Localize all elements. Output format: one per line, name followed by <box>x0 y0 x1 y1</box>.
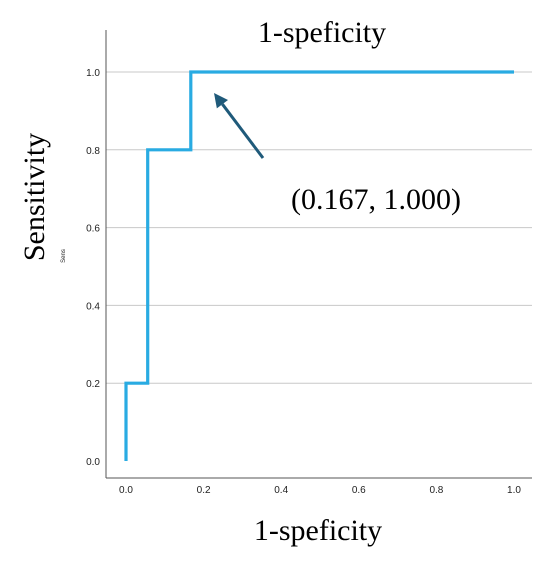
axes <box>106 30 532 478</box>
x-tick-label: 0.8 <box>429 485 443 496</box>
x-tick-labels: 0.0 0.2 0.4 0.6 0.8 1.0 <box>119 485 521 496</box>
x-axis-label: 1-speficity <box>254 514 382 547</box>
y-tick-label: 1.0 <box>86 68 100 79</box>
y-tick-label: 0.8 <box>86 146 100 157</box>
x-tick-label: 0.6 <box>352 485 366 496</box>
y-axis-label: Sensitivity <box>18 133 51 261</box>
y-tick-label: 0.4 <box>86 301 100 312</box>
roc-series <box>126 72 514 461</box>
chart-title: 1-speficity <box>258 16 386 49</box>
y-tick-label: 0.6 <box>86 224 100 235</box>
gridlines <box>106 72 532 383</box>
x-tick-label: 0.4 <box>274 485 288 496</box>
annotation-label: (0.167, 1.000) <box>291 183 461 216</box>
y-tick-label: 0.0 <box>86 457 100 468</box>
y-axis-label-fragment: Sens <box>61 249 67 263</box>
x-tick-label: 0.2 <box>197 485 211 496</box>
x-tick-label: 1.0 <box>507 485 521 496</box>
annotation-arrowhead <box>214 93 228 108</box>
x-tick-label: 0.0 <box>119 485 133 496</box>
y-tick-labels: 0.0 0.2 0.4 0.6 0.8 1.0 <box>86 68 100 468</box>
roc-curve <box>126 72 514 461</box>
y-tick-label: 0.2 <box>86 379 100 390</box>
annotation: (0.167, 1.000) <box>214 93 461 216</box>
